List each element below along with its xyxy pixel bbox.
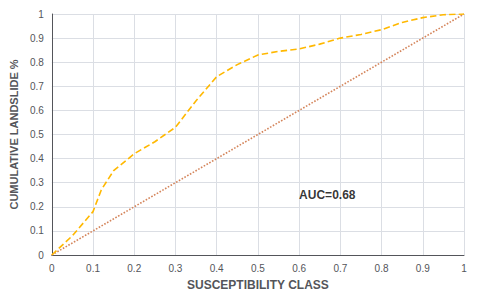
- svg-text:1: 1: [38, 9, 44, 20]
- svg-text:CUMULATIVE LANDSLIDE %: CUMULATIVE LANDSLIDE %: [8, 59, 20, 209]
- svg-text:0.4: 0.4: [210, 263, 224, 274]
- svg-text:0.6: 0.6: [30, 105, 44, 116]
- svg-text:0.3: 0.3: [30, 177, 44, 188]
- svg-text:0.2: 0.2: [30, 201, 44, 212]
- svg-text:0.5: 0.5: [251, 263, 265, 274]
- svg-text:0.3: 0.3: [169, 263, 183, 274]
- svg-text:0.8: 0.8: [30, 57, 44, 68]
- svg-text:0.7: 0.7: [30, 81, 44, 92]
- svg-text:0.5: 0.5: [30, 129, 44, 140]
- svg-text:AUC=0.68: AUC=0.68: [299, 188, 356, 202]
- svg-text:1: 1: [461, 263, 467, 274]
- svg-text:0: 0: [49, 263, 55, 274]
- svg-text:0.1: 0.1: [86, 263, 100, 274]
- svg-text:0: 0: [38, 250, 44, 261]
- svg-text:0.9: 0.9: [30, 33, 44, 44]
- svg-text:0.7: 0.7: [333, 263, 347, 274]
- svg-text:0.6: 0.6: [292, 263, 306, 274]
- svg-text:0.8: 0.8: [375, 263, 389, 274]
- svg-text:0.9: 0.9: [416, 263, 430, 274]
- svg-text:SUSCEPTIBILITY CLASS: SUSCEPTIBILITY CLASS: [187, 278, 329, 292]
- svg-text:0.4: 0.4: [30, 153, 44, 164]
- svg-text:0.1: 0.1: [30, 225, 44, 236]
- svg-text:0.2: 0.2: [127, 263, 141, 274]
